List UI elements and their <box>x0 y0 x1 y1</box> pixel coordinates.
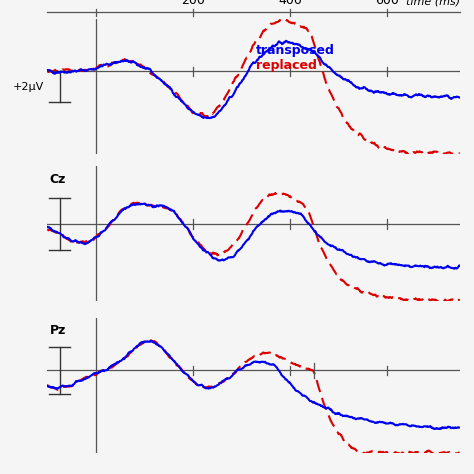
Text: time (ms): time (ms) <box>406 0 460 7</box>
Text: 600: 600 <box>375 0 399 7</box>
Text: +2μV: +2μV <box>13 82 44 91</box>
Text: replaced: replaced <box>256 60 317 73</box>
Text: Pz: Pz <box>49 324 66 337</box>
Text: transposed: transposed <box>256 45 335 57</box>
Text: 200: 200 <box>181 0 205 7</box>
Text: 400: 400 <box>278 0 302 7</box>
Text: Cz: Cz <box>49 173 66 186</box>
